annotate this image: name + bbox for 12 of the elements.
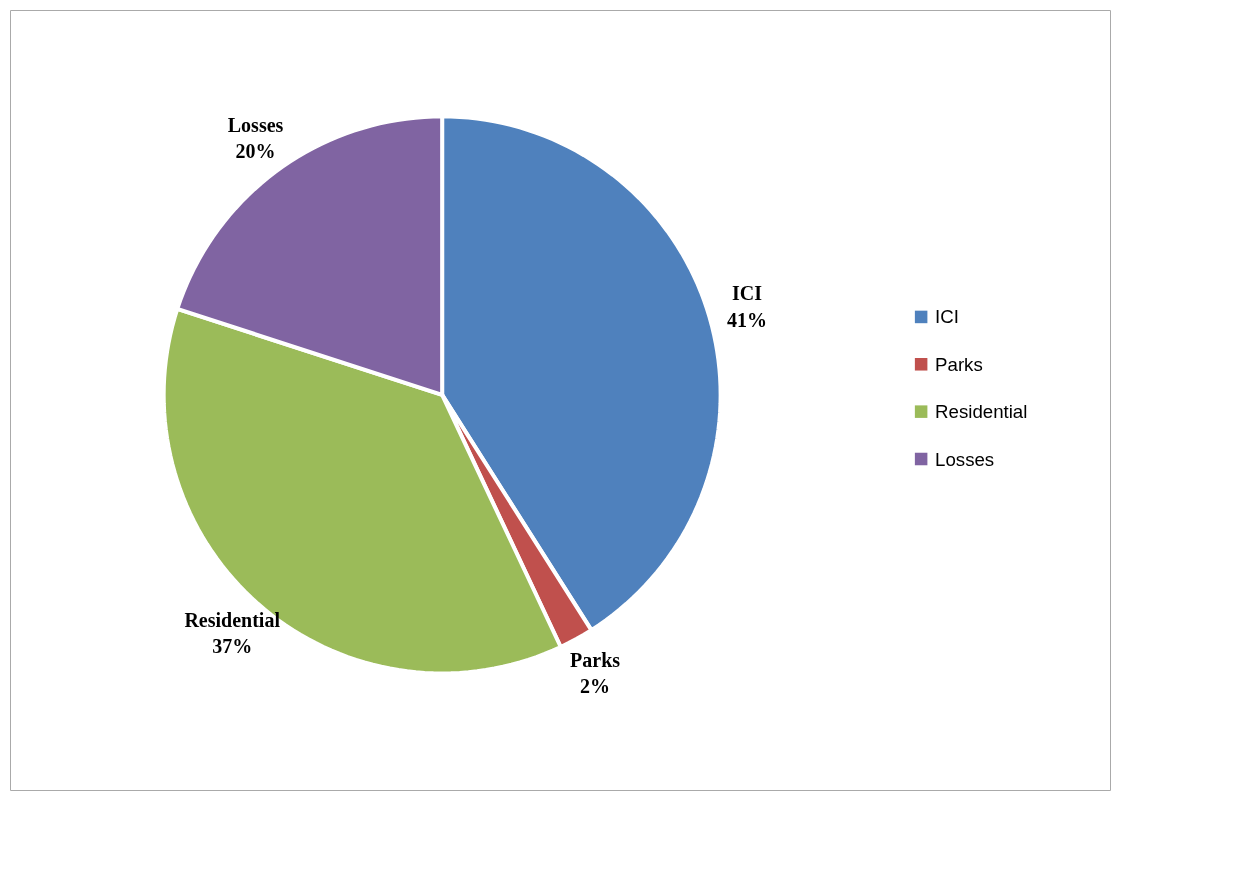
legend-label: Residential	[935, 401, 1028, 423]
slice-label: ICI	[732, 282, 763, 305]
legend-label: Losses	[935, 448, 995, 470]
data-label: 20%	[235, 140, 276, 163]
slice-label: Parks	[570, 649, 621, 672]
data-label: 2%	[580, 675, 611, 698]
data-label: 37%	[212, 635, 253, 658]
legend-label: Parks	[935, 353, 983, 375]
slice-label: Losses	[227, 113, 284, 136]
legend-label: ICI	[935, 306, 959, 328]
data-label: 41%	[727, 308, 768, 331]
slice-label: Residential	[184, 608, 281, 631]
